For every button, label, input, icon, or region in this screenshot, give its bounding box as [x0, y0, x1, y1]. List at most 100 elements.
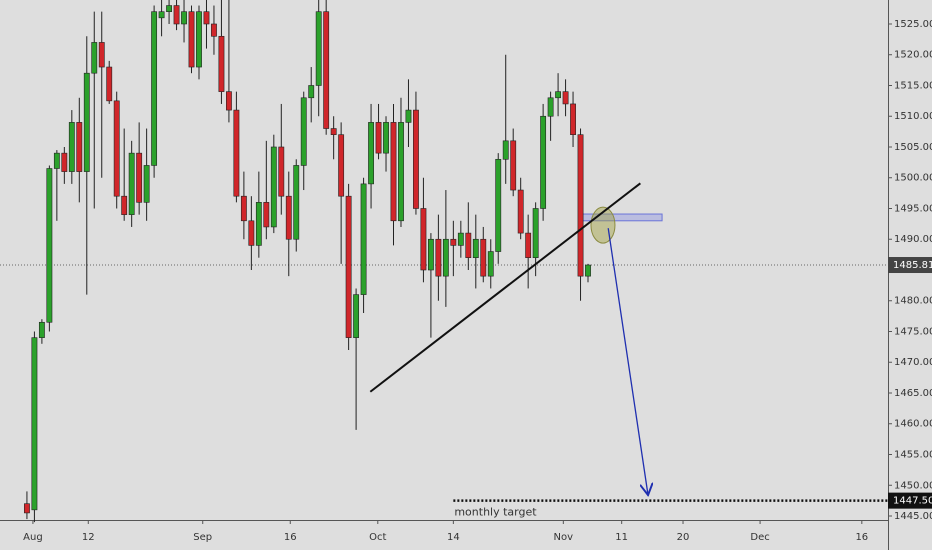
candle-body: [98, 42, 105, 68]
candle-body: [121, 195, 128, 215]
candle-body: [345, 195, 352, 338]
candle-body: [330, 128, 337, 135]
candle-body: [480, 238, 487, 277]
candle-body: [106, 66, 113, 102]
y-tick-label: 1520.00: [894, 50, 932, 61]
candle-body: [255, 202, 262, 246]
candle-body: [487, 251, 494, 277]
candle-body: [427, 238, 434, 271]
candle-body: [315, 11, 322, 86]
candle-body: [83, 72, 90, 172]
candle-body: [188, 11, 195, 68]
candle-body: [555, 91, 562, 99]
candle-body: [91, 42, 98, 74]
candle-body: [151, 11, 158, 166]
candle-body: [248, 220, 255, 246]
y-tick-label: 1460.00: [894, 419, 932, 430]
candle-body: [166, 5, 172, 12]
trend-line: [369, 182, 641, 393]
x-tick-label: Sep: [193, 532, 212, 543]
candle-body: [136, 152, 143, 203]
candle-body: [413, 109, 419, 209]
candle-body: [472, 238, 479, 258]
y-tick-label: 1450.00: [894, 480, 932, 491]
candle-body: [383, 122, 389, 154]
candle-body: [450, 238, 457, 246]
candle-body: [211, 23, 217, 37]
x-tick-label: 12: [82, 532, 95, 543]
candle-body: [113, 100, 120, 197]
y-tick-label: 1475.00: [894, 326, 932, 337]
y-tick-label: 1445.00: [894, 511, 932, 522]
y-tick-label: 1495.00: [894, 203, 932, 214]
candle-body: [240, 195, 247, 222]
y-tick-label: 1500.00: [894, 173, 932, 184]
candle-body: [300, 97, 307, 166]
y-tick-label: 1490.00: [894, 234, 932, 245]
y-tick-label: 1525.00: [894, 19, 932, 30]
candle-body: [61, 152, 68, 172]
y-tick-label: 1515.00: [894, 80, 932, 91]
candle-body: [405, 109, 412, 123]
candle-body: [525, 232, 532, 258]
candle-body: [181, 11, 187, 25]
candle-body: [46, 168, 53, 323]
projection-arrow: [607, 228, 648, 494]
candle-body: [495, 158, 502, 252]
x-tick-label: Oct: [369, 532, 386, 543]
candle-body: [38, 321, 45, 338]
candle-body: [502, 140, 509, 160]
candle-body: [420, 208, 427, 271]
y-tick-label: 1505.00: [894, 142, 932, 153]
candle-body: [435, 238, 442, 277]
candle-body: [68, 122, 75, 172]
candle-body: [323, 11, 330, 129]
candle-body: [173, 5, 180, 25]
y-tick-label: 1455.00: [894, 450, 932, 461]
candle-body: [203, 11, 210, 25]
x-tick-label: Aug: [23, 532, 43, 543]
last-price-tag: [888, 257, 932, 274]
x-tick-label: 14: [447, 532, 460, 543]
candle-body: [285, 195, 292, 240]
x-tick-label: Dec: [750, 532, 769, 543]
target-price-tag: [888, 492, 932, 509]
candle-body: [547, 97, 554, 117]
candle-body: [308, 85, 315, 99]
candle-body: [390, 122, 397, 222]
candle-body: [398, 122, 404, 222]
y-tick-label: 1480.00: [894, 296, 932, 307]
candle-body: [368, 122, 374, 185]
candle-body: [360, 183, 367, 295]
candle-body: [270, 146, 277, 228]
candle-body: [510, 140, 517, 191]
target-price-label: 1447.50: [893, 496, 932, 507]
candle-body: [76, 122, 83, 172]
candle-body: [226, 91, 232, 111]
candle-body: [577, 134, 584, 277]
y-tick-label: 1470.00: [894, 357, 932, 368]
candle-body: [562, 91, 569, 105]
last-price-label: 1485.81: [893, 260, 932, 271]
y-tick-label: 1510.00: [894, 111, 932, 122]
candle-body: [517, 189, 524, 234]
candle-body: [158, 11, 165, 19]
candle-body: [442, 238, 449, 277]
candle-body: [218, 35, 225, 92]
x-tick-label: 20: [677, 532, 690, 543]
candle-body: [338, 134, 345, 197]
candle-body: [128, 152, 135, 215]
x-tick-label: Nov: [554, 532, 574, 543]
target-text: monthly target: [454, 506, 537, 519]
x-tick-label: 16: [855, 532, 868, 543]
candle-body: [457, 232, 464, 246]
x-tick-label: 16: [284, 532, 297, 543]
candle-body: [353, 294, 360, 338]
y-tick-label: 1465.00: [894, 388, 932, 399]
candle-body: [233, 109, 240, 197]
candle-body: [570, 103, 576, 135]
candle-body: [24, 503, 30, 514]
